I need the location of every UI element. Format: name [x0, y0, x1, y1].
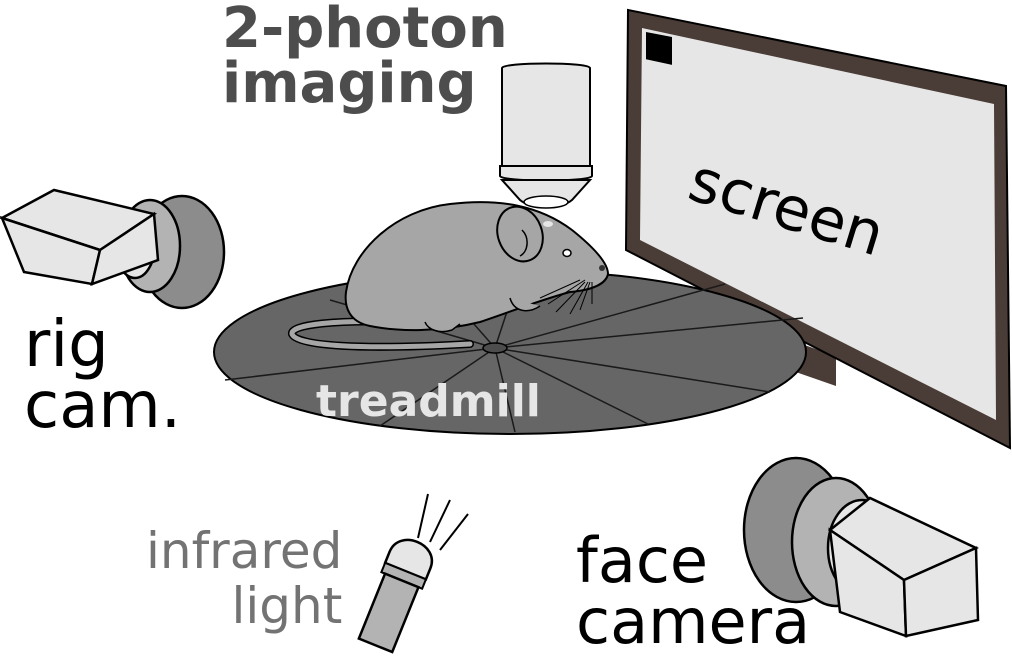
infrared-light-label: infrared light [146, 524, 342, 634]
infrared-label-line-1: infrared [146, 522, 343, 580]
face-camera-icon [742, 456, 980, 638]
face-camera-label: face camera [576, 524, 811, 658]
rig-camera-label: rig cam. [24, 308, 182, 444]
rig-camera-label-line-2: cam. [24, 369, 182, 444]
two-photon-label-line-1: 2-photon [222, 0, 508, 61]
infrared-light-icon [357, 493, 469, 654]
two-photon-label-line-2: imaging [222, 50, 477, 116]
screen-monitor [624, 8, 1012, 450]
face-camera-label-line-2: camera [576, 584, 811, 658]
two-photon-imaging-label: 2-photon imaging [222, 0, 508, 116]
microscope-objective [499, 62, 593, 227]
treadmill-label: treadmill [316, 376, 541, 427]
infrared-label-line-2: light [231, 577, 343, 635]
rig-camera-label-line-1: rig [24, 308, 109, 382]
rig-camera-icon [0, 188, 226, 310]
face-camera-label-line-1: face [576, 524, 709, 597]
mouse [288, 201, 610, 351]
